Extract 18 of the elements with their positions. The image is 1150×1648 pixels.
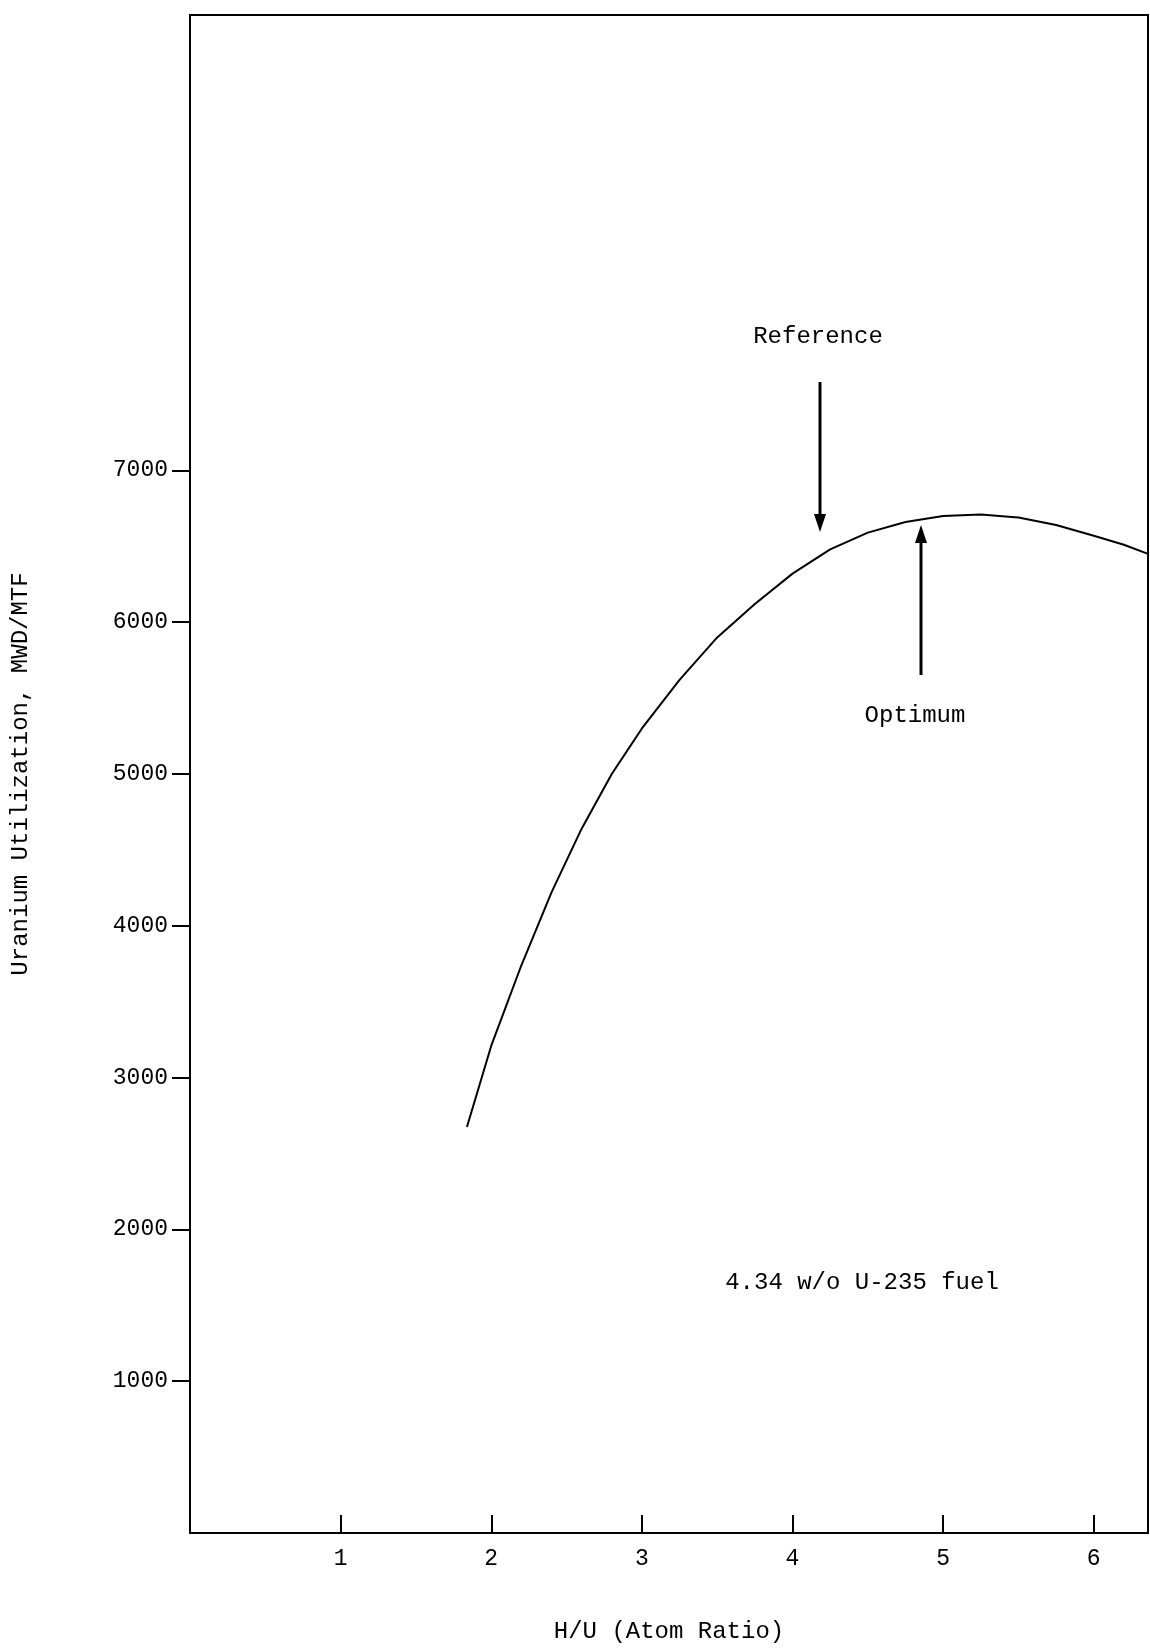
y-tick-label: 3000 bbox=[112, 1064, 168, 1091]
x-tick-label: 3 bbox=[634, 1545, 649, 1572]
x-tick-label: 1 bbox=[333, 1545, 348, 1572]
y-axis-title: Uranium Utilization, MWD/MTF bbox=[6, 572, 34, 976]
x-tick-label: 6 bbox=[1086, 1545, 1101, 1572]
y-tick-label: 4000 bbox=[112, 912, 168, 939]
annotation: Optimum bbox=[864, 701, 966, 729]
annotation: 4.34 w/o U-235 fuel bbox=[725, 1268, 999, 1296]
x-tick-label: 5 bbox=[936, 1545, 951, 1572]
x-tick-label: 4 bbox=[785, 1545, 800, 1572]
y-tick-label: 5000 bbox=[112, 761, 168, 787]
x-axis-title: H/U (Atom Ratio) bbox=[553, 1617, 785, 1645]
annotation: Reference bbox=[753, 322, 883, 350]
y-tick-label: 1000 bbox=[112, 1368, 168, 1395]
x-tick-label: 2 bbox=[484, 1545, 499, 1572]
y-tick-label: 6000 bbox=[112, 609, 168, 636]
y-tick-label: 2000 bbox=[112, 1216, 168, 1243]
y-tick-label: 7000 bbox=[112, 457, 168, 484]
